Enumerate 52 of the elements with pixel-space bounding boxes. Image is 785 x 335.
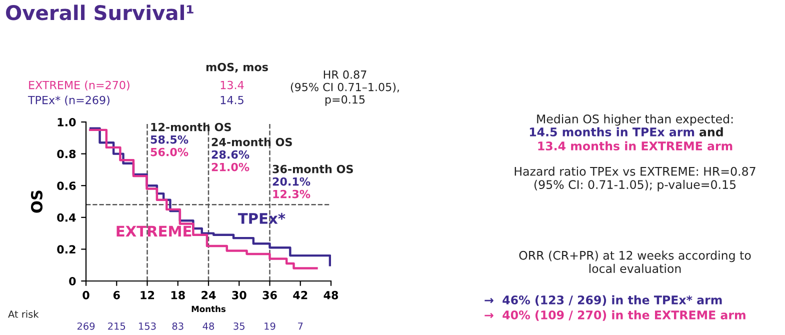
text: 7 <box>298 322 303 330</box>
x-tick-label: 24 <box>202 290 216 300</box>
annotation: 58.5% <box>150 135 188 144</box>
text: At risk <box>8 310 39 318</box>
x-tick-label: 12 <box>140 290 154 300</box>
annotation: 12.3% <box>273 190 310 198</box>
text: 13.4 months in EXTREME arm <box>538 141 732 150</box>
annotation: 36-month OS <box>272 164 353 174</box>
text: TPEx* (n=269) <box>28 96 110 106</box>
annotation: 21.0% <box>212 162 250 172</box>
series-label: EXTREME <box>116 226 192 236</box>
x-tick-label: 48 <box>324 290 338 300</box>
text: Median OS higher than expected: <box>537 114 733 126</box>
annotation: 12-month OS <box>151 122 231 132</box>
chart-title: Overall Survival¹ <box>6 4 194 20</box>
text: 19 <box>264 322 276 330</box>
x-tick-label: 30 <box>232 290 246 300</box>
text: 14.5 <box>220 96 244 104</box>
y-tick-label: 0.4 <box>57 213 76 222</box>
y-tick-label: 0.8 <box>57 150 76 158</box>
text: ORR (CR+PR) at 12 weeks according to local evaluation <box>519 250 751 274</box>
x-axis-title: Months <box>192 306 226 312</box>
series-label: TPEx* <box>238 212 286 224</box>
text: Hazard ratio TPEx vs EXTREME: HR=0.87 (95% CI: 0.71-1.05); p-value=0.15 <box>514 166 756 192</box>
x-tick-label: 6 <box>113 290 120 300</box>
text: and <box>700 127 723 136</box>
text: mOS, mos <box>206 62 268 73</box>
annotation: 56.0% <box>150 148 188 156</box>
text: → 46% (123 / 269) in the TPEx* arm <box>484 295 722 306</box>
y-axis-title: OS <box>30 190 43 213</box>
x-tick-label: 0 <box>82 290 90 300</box>
text: 269 <box>77 322 95 330</box>
text: 215 <box>108 322 126 330</box>
y-tick-label: 0.6 <box>57 182 76 190</box>
annotation: 20.1% <box>272 177 310 186</box>
x-tick-label: 18 <box>171 290 185 300</box>
text: 153 <box>139 322 156 330</box>
x-tick-label: 36 <box>262 290 277 300</box>
text: 14.5 months in TPEx arm <box>530 127 694 136</box>
y-tick-label: 0.2 <box>57 245 76 254</box>
text: → 40% (109 / 270) in the EXTREME arm <box>484 310 746 321</box>
annotation: 24-month OS <box>212 138 292 146</box>
text: 13.4 <box>220 80 244 90</box>
y-tick-label: 0 <box>69 276 76 286</box>
annotation: 28.6% <box>212 150 250 159</box>
text: EXTREME (n=270) <box>29 80 130 91</box>
x-tick-label: 42 <box>293 290 308 300</box>
text: 83 <box>172 322 184 330</box>
text: HR 0.87 (95% CI 0.71–1.05), p=0.15 <box>290 70 399 106</box>
y-tick-label: 1.0 <box>58 118 76 126</box>
text: 48 <box>202 322 214 330</box>
text: 35 <box>234 322 244 330</box>
